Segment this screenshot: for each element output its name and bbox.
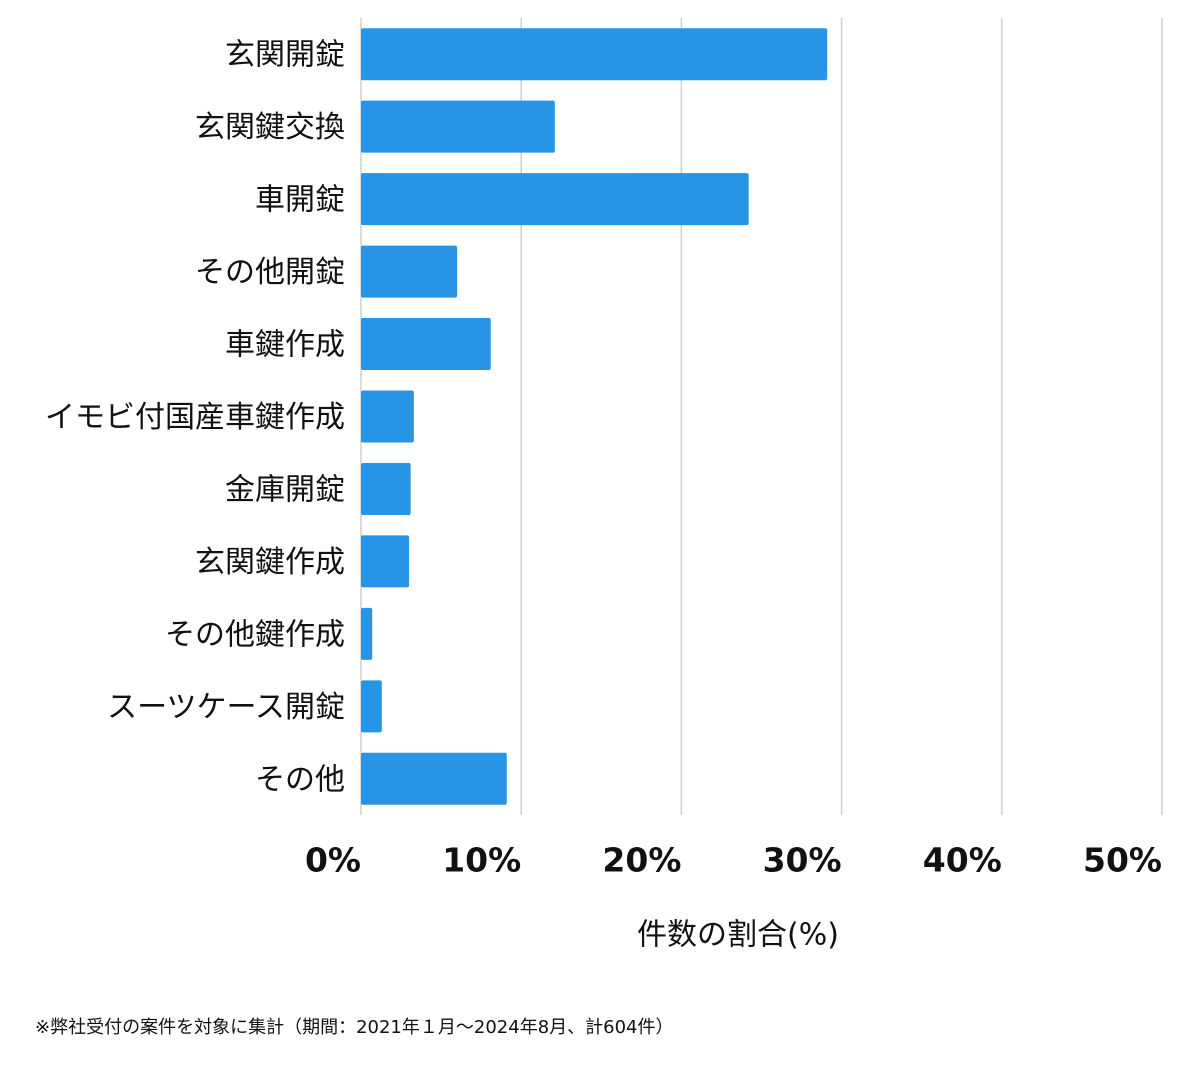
y-tick-label: 玄関鍵作成 [195, 545, 345, 580]
bar [361, 318, 491, 371]
x-tick-label: 30% [763, 841, 842, 880]
bar [361, 535, 410, 588]
bar [361, 28, 828, 81]
y-tick-label: その他 [255, 762, 345, 797]
y-tick-label: 車開錠 [255, 183, 345, 218]
y-tick-label: 玄関鍵交換 [195, 110, 345, 145]
bar [361, 462, 411, 515]
x-axis-title: 件数の割合(%) [637, 918, 839, 953]
bar [361, 173, 749, 226]
footnote: ※弊社受付の案件を対象に集計（期間：2021年１月〜2024年8月、計604件） [35, 1017, 674, 1038]
x-tick-label: 10% [442, 841, 521, 880]
bar [361, 607, 373, 660]
y-tick-label: その他鍵作成 [165, 617, 345, 652]
y-tick-label: イモビ付国産車鍵作成 [45, 400, 345, 435]
y-tick-label: 車鍵作成 [225, 328, 345, 363]
x-tick-label: 50% [1083, 841, 1162, 880]
y-tick-label: その他開錠 [195, 255, 345, 290]
y-tick-label: 金庫開錠 [225, 472, 345, 507]
bar [361, 680, 382, 733]
bar [361, 245, 458, 298]
y-tick-label: スーツケース開錠 [107, 690, 345, 725]
bar [361, 100, 555, 153]
x-tick-label: 0% [305, 841, 361, 880]
bar [361, 752, 507, 805]
y-tick-label: 玄関開錠 [225, 38, 345, 73]
bar [361, 390, 414, 443]
x-tick-label: 40% [923, 841, 1002, 880]
x-tick-label: 20% [602, 841, 681, 880]
